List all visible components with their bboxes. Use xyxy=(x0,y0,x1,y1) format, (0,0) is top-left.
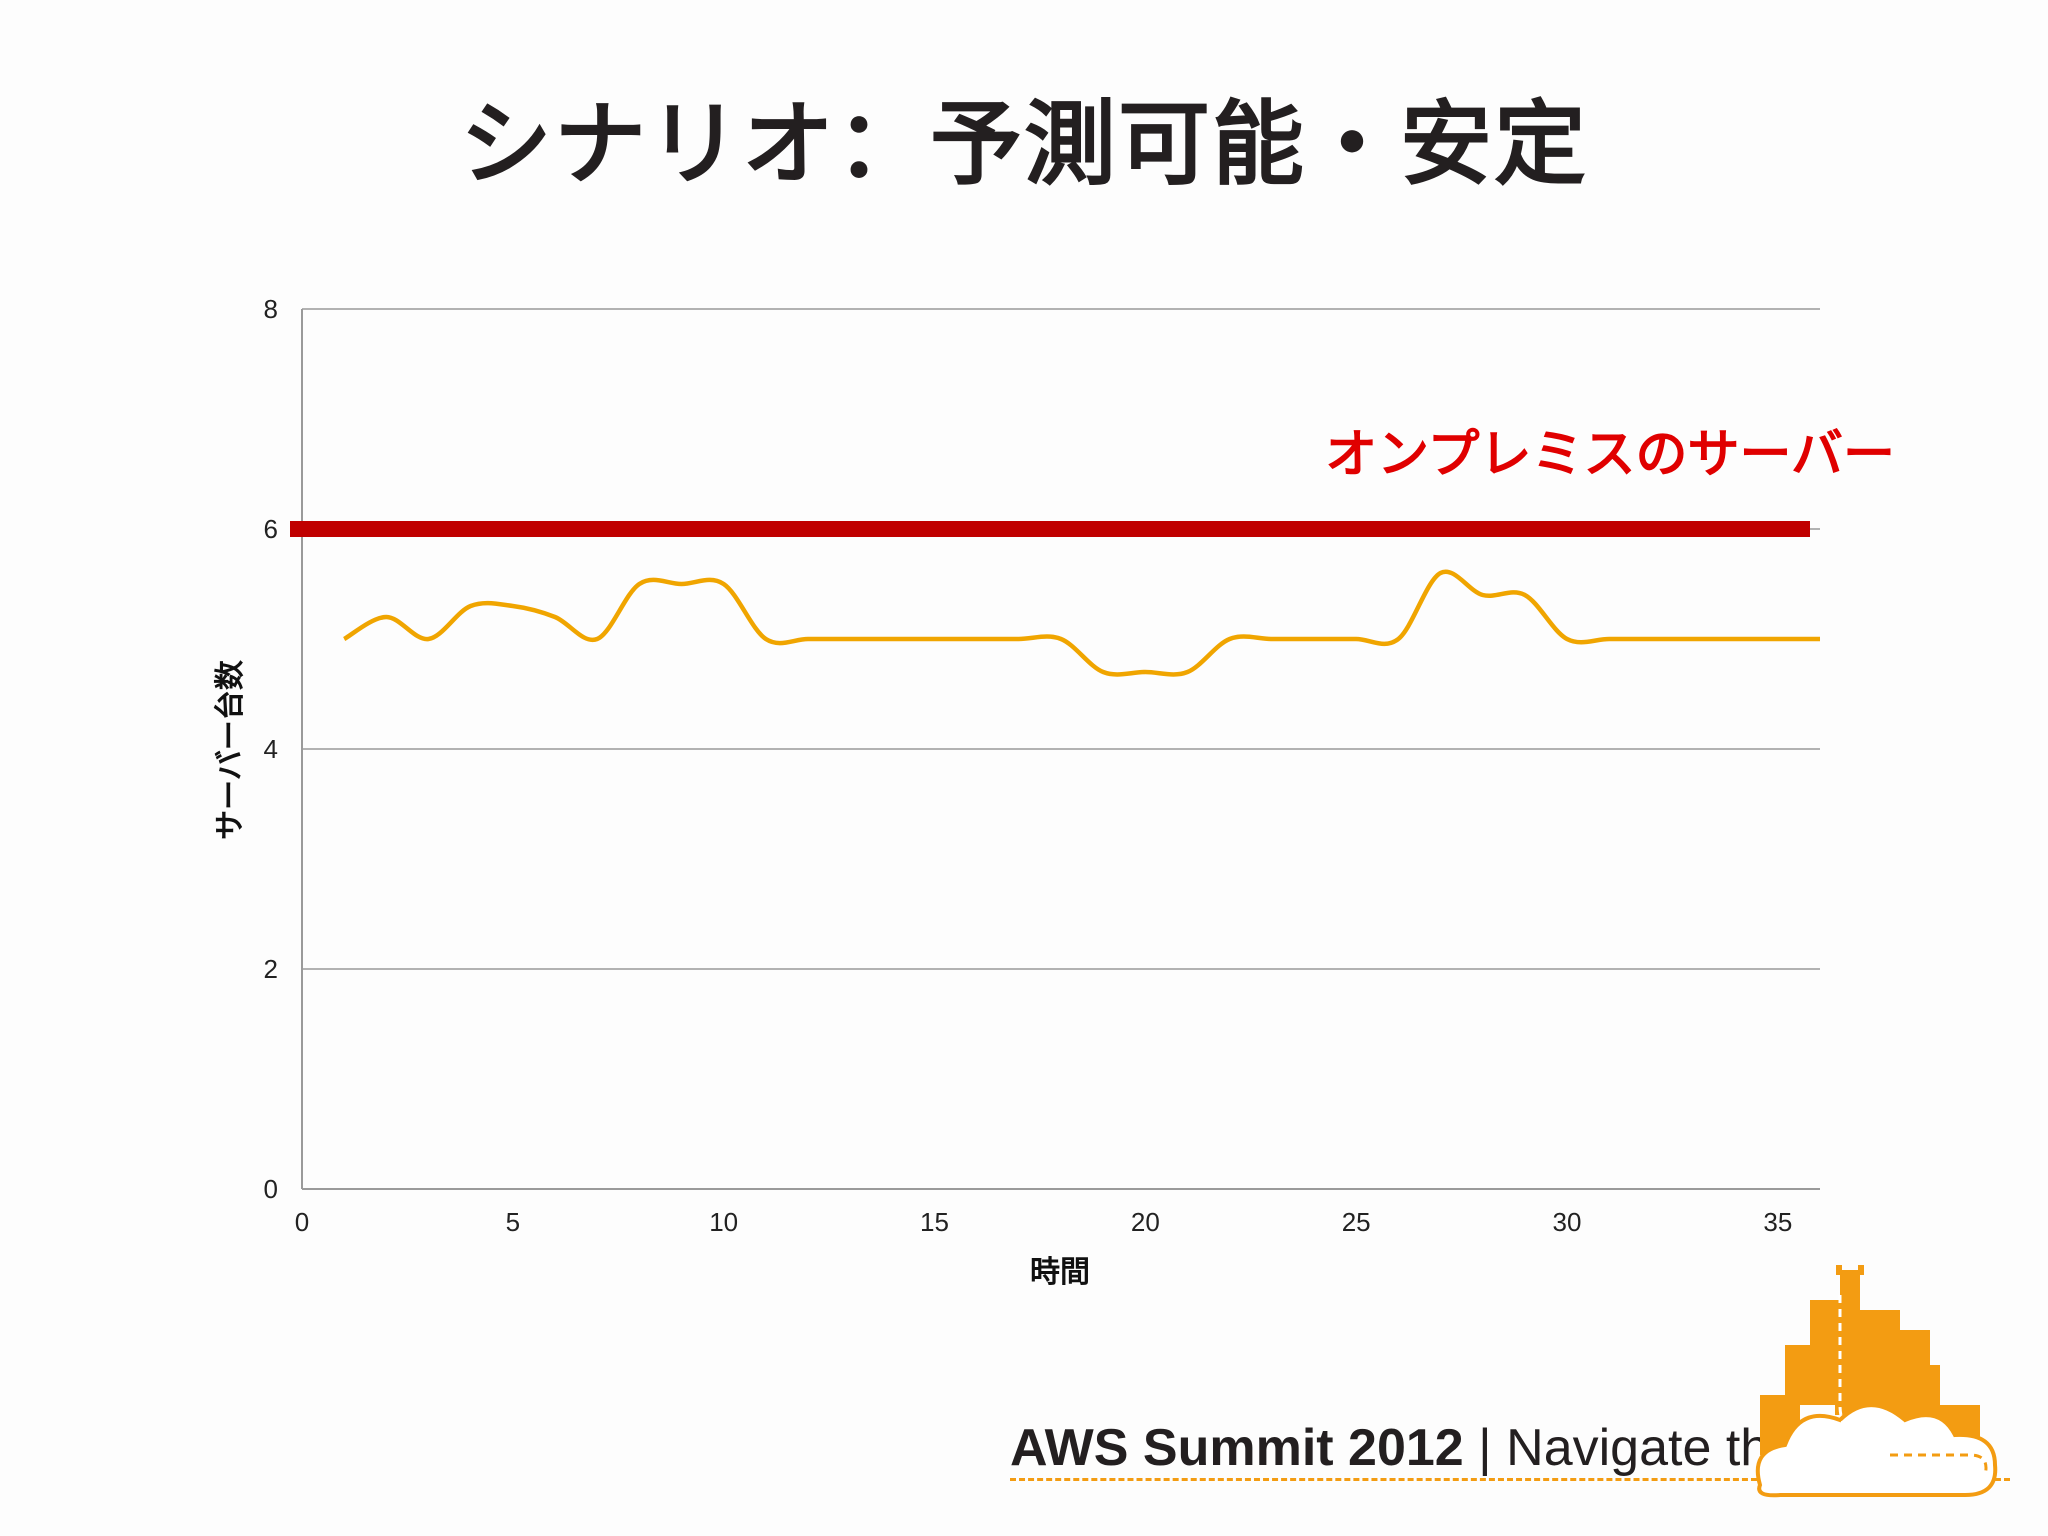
x-tick-label: 10 xyxy=(709,1207,738,1237)
slide-title: シナリオ：予測可能・安定 xyxy=(459,91,1588,198)
y-tick-label: 8 xyxy=(264,294,278,324)
footer-divider xyxy=(1010,1478,2010,1481)
x-tick-label: 5 xyxy=(506,1207,520,1237)
x-tick-label: 30 xyxy=(1553,1207,1582,1237)
series-layer xyxy=(343,569,1821,677)
y-tick-label: 0 xyxy=(264,1174,278,1204)
x-tick-label: 35 xyxy=(1763,1207,1792,1237)
x-tick-label: 20 xyxy=(1131,1207,1160,1237)
city-cloud-logo-icon xyxy=(1755,1265,1998,1498)
x-axis-title: 時間 xyxy=(1030,1255,1090,1290)
y-tick-label: 6 xyxy=(264,514,278,544)
reference-line-label: オンプレミスのサーバー xyxy=(1325,425,1895,485)
x-tick-labels: 0 5 10 15 20 25 30 35 xyxy=(295,1207,1793,1237)
series-line xyxy=(343,569,1820,677)
y-tick-labels: 0 2 4 6 8 xyxy=(264,294,278,1204)
y-tick-label: 4 xyxy=(264,734,278,764)
x-tick-label: 0 xyxy=(295,1207,309,1237)
footer-separator: | xyxy=(1478,1419,1492,1477)
x-tick-label: 25 xyxy=(1342,1207,1371,1237)
x-tick-label: 15 xyxy=(920,1207,949,1237)
y-tick-label: 2 xyxy=(264,954,278,984)
y-axis-title: サーバー台数 xyxy=(213,659,248,840)
chart-axes xyxy=(301,309,1820,1190)
footer-brand: AWS Summit 2012 xyxy=(1010,1419,1464,1477)
